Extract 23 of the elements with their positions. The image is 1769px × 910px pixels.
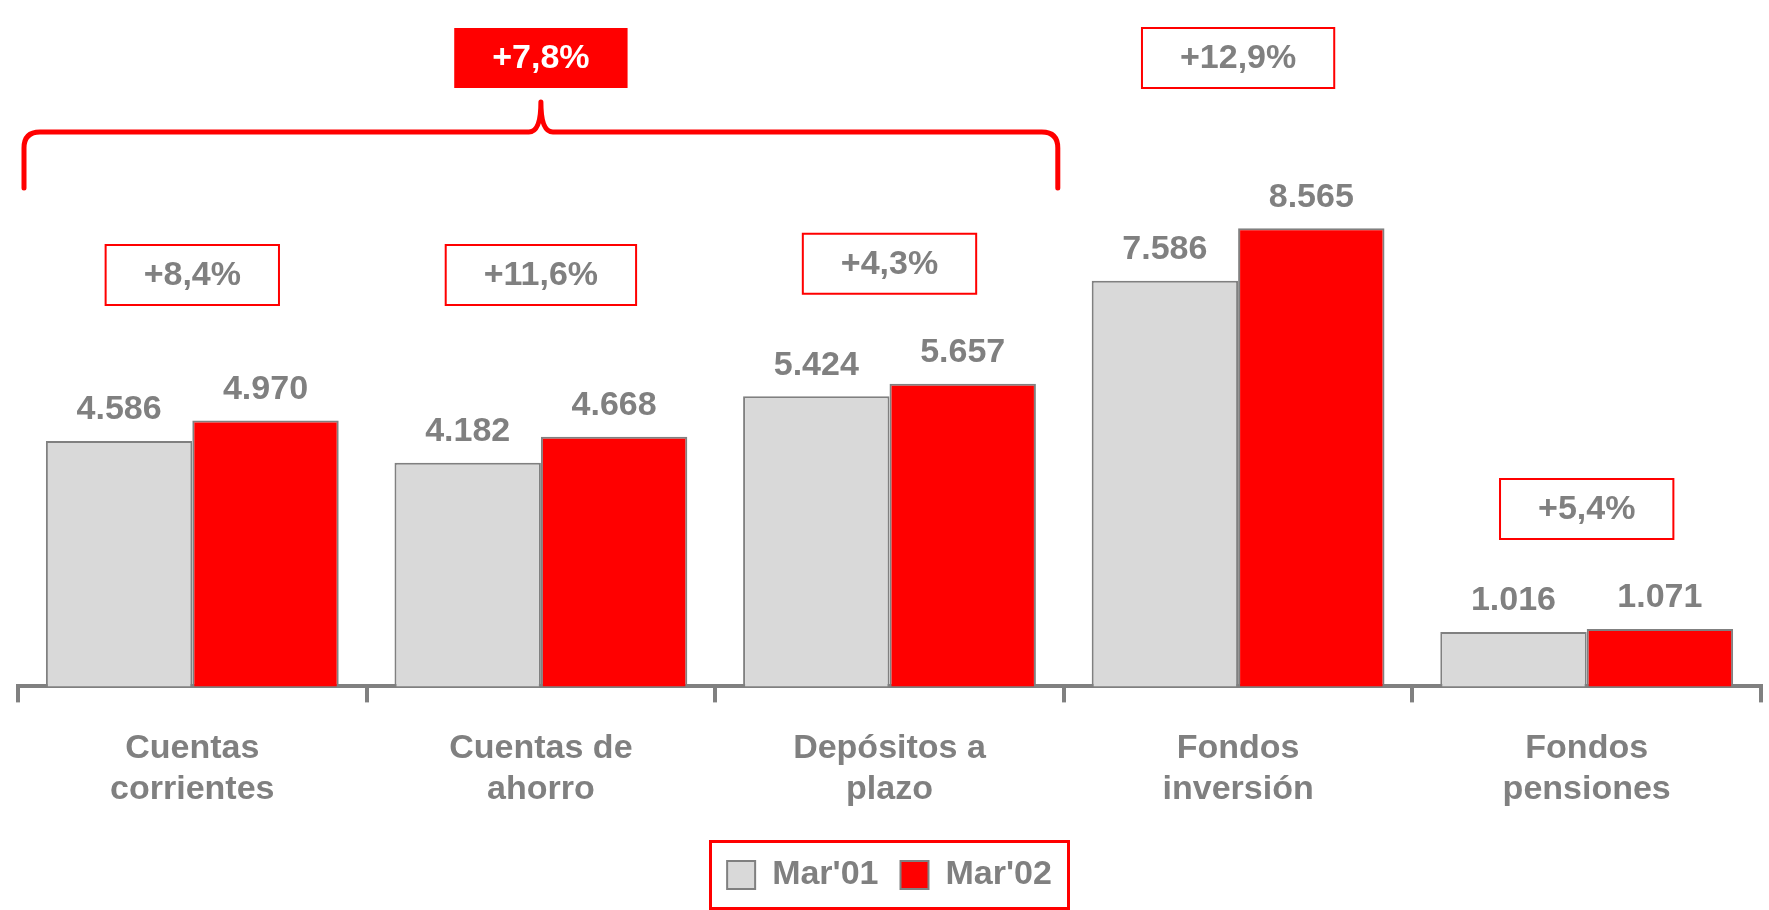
data-label: 1.071 [1617, 576, 1703, 615]
text: +12,9% [1179, 37, 1297, 76]
data-label: 4.970 [222, 367, 309, 406]
x-tick-label: Fondos inversión [1162, 727, 1314, 806]
data-label: 1.016 [1470, 579, 1557, 618]
data-label: 4.586 [76, 388, 162, 427]
data-label: 8.565 [1268, 175, 1354, 214]
data-label: 5.424 [773, 343, 859, 382]
annotation: +8,4% [143, 254, 241, 293]
annotation: +4,3% [840, 243, 939, 282]
x-tick-label: Depósitos a plazo [793, 727, 987, 806]
annotation: +11,6% [483, 254, 599, 293]
data-label: 4.182 [425, 410, 511, 449]
data-label: 7.586 [1122, 228, 1208, 267]
text: +7,8% [492, 37, 590, 76]
annotation: +5,4% [1538, 488, 1636, 527]
x-tick-label: Fondos pensiones [1502, 727, 1671, 806]
x-tick-label: Cuentas corrientes [110, 727, 275, 806]
legend-label: Mar'02 [945, 853, 1052, 892]
data-label: 4.668 [571, 384, 657, 423]
x-tick-label: Cuentas de ahorro [449, 727, 633, 806]
data-label: 5.657 [920, 331, 1006, 370]
legend-label: Mar'01 [772, 853, 879, 892]
